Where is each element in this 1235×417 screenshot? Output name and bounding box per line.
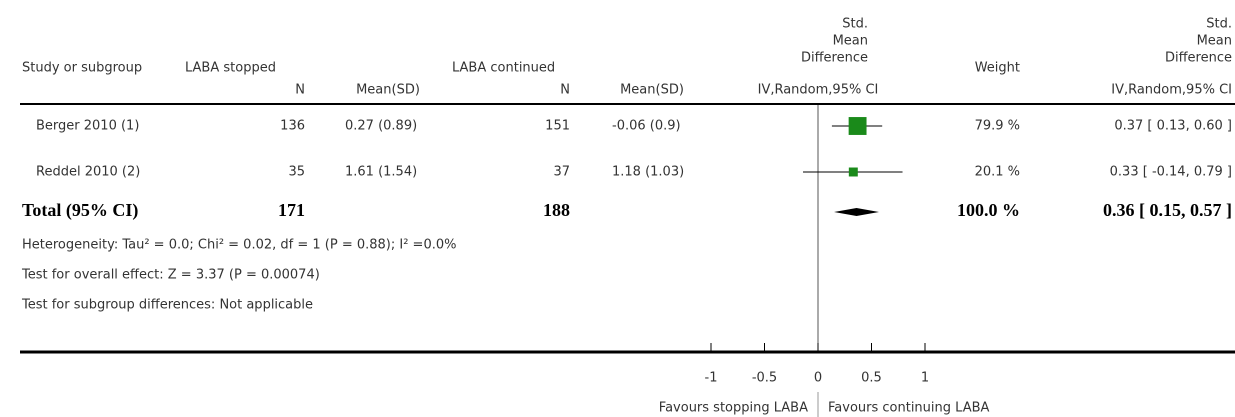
n: 35: [288, 165, 305, 180]
note: Heterogeneity: Tau² = 0.0; Chi² = 0.02, …: [22, 238, 456, 253]
study-name: Reddel 2010 (2): [36, 165, 140, 180]
header: Std.: [842, 17, 868, 32]
study-name: Berger 2010 (1): [36, 119, 139, 134]
effect-ci: 0.37 [ 0.13, 0.60 ]: [1114, 119, 1232, 134]
favours-right: Favours continuing LABA: [828, 401, 990, 416]
header: Study or subgroup: [22, 61, 142, 76]
n: 151: [545, 119, 570, 134]
total-diamond: [834, 208, 879, 216]
subheader: N: [560, 83, 570, 98]
note: Test for subgroup differences: Not appli…: [21, 298, 313, 313]
total-n: 171: [278, 200, 305, 220]
effect-square: [848, 117, 867, 135]
effect-ci: 0.33 [ -0.14, 0.79 ]: [1110, 165, 1232, 180]
header: Difference: [801, 51, 868, 66]
effect-square: [848, 167, 858, 177]
mean-sd: 1.18 (1.03): [612, 165, 684, 180]
mean-sd: -0.06 (0.9): [612, 119, 681, 134]
header: Difference: [1165, 51, 1232, 66]
mean-sd: 0.27 (0.89): [345, 119, 417, 134]
subheader: Mean(SD): [356, 83, 420, 98]
header: LABA stopped: [185, 61, 276, 76]
n: 37: [553, 165, 570, 180]
total-ci: 0.36 [ 0.15, 0.57 ]: [1103, 200, 1232, 220]
total-name: Total (95% CI): [22, 200, 138, 221]
weight: 20.1 %: [975, 165, 1020, 180]
x-tick-label: 0.5: [861, 371, 882, 386]
header: Mean: [1197, 34, 1232, 49]
x-tick-label: 1: [921, 371, 929, 386]
x-tick-label: -1: [705, 371, 718, 386]
x-tick-label: 0: [814, 371, 822, 386]
favours-left: Favours stopping LABA: [659, 401, 808, 416]
subheader: N: [295, 83, 305, 98]
header: Mean: [833, 34, 868, 49]
header: Weight: [975, 61, 1020, 76]
header: LABA continued: [452, 61, 555, 76]
total-weight: 100.0 %: [957, 200, 1020, 220]
header: Std.: [1206, 17, 1232, 32]
x-tick-label: -0.5: [752, 371, 777, 386]
subheader: IV,Random,95% CI: [1111, 83, 1232, 98]
weight: 79.9 %: [975, 119, 1020, 134]
n: 136: [280, 119, 305, 134]
mean-sd: 1.61 (1.54): [345, 165, 417, 180]
total-n: 188: [543, 200, 570, 220]
subheader: Mean(SD): [620, 83, 684, 98]
subheader: IV,Random,95% CI: [758, 83, 879, 98]
note: Test for overall effect: Z = 3.37 (P = 0…: [21, 268, 320, 283]
